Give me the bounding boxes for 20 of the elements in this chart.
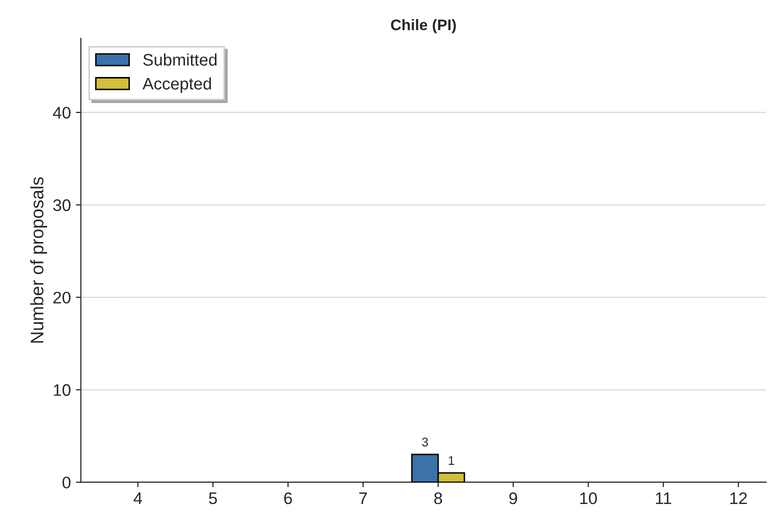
y-tick-label: 20 [53,292,70,304]
y-tick-label: 40 [52,106,70,119]
x-tick-label: 8 [434,492,442,504]
x-tick-label: 4 [134,492,142,504]
x-tick-label: 9 [509,492,518,504]
x-tick-label: 11 [656,492,672,504]
x-tick-label: 12 [730,492,747,504]
y-axis-title: Number of proposals [30,177,48,343]
data-label: 3 [422,438,428,446]
y-tick-label: 10 [54,384,70,396]
legend-label: Accepted [142,77,211,93]
x-tick-label: 5 [208,492,217,504]
chart-title: Chile (PI) [391,19,456,34]
x-tick-label: 6 [284,492,292,504]
data-label: 1 [448,456,454,465]
y-tick-label: 30 [53,199,70,212]
y-tick-label: 0 [62,476,70,488]
x-tick-label: 7 [359,492,367,504]
legend-label: Submitted [143,53,216,66]
x-tick-label: 10 [580,492,597,504]
